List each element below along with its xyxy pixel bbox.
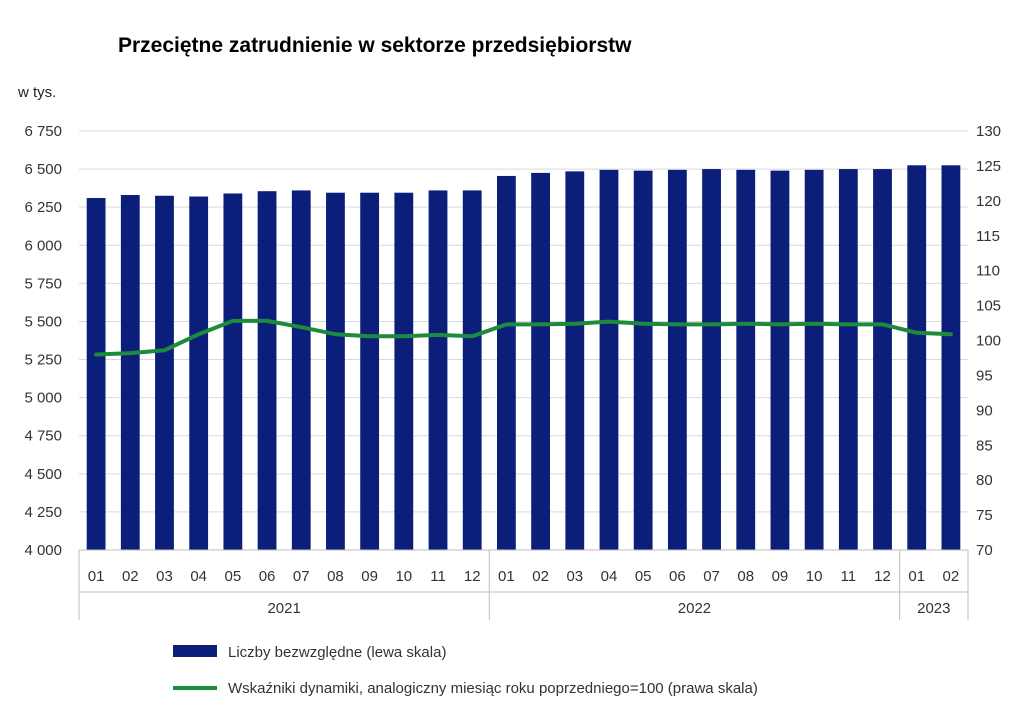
x-tick-label: 03 — [156, 568, 173, 585]
x-tick-label: 11 — [430, 568, 446, 585]
bar — [736, 169, 756, 550]
x-tick-label: 04 — [601, 568, 618, 585]
x-tick-label: 09 — [772, 568, 789, 585]
x-tick-label: 05 — [225, 568, 242, 585]
bar — [565, 171, 585, 551]
x-tick-label: 12 — [464, 568, 481, 585]
x-tick-label: 07 — [703, 568, 720, 585]
bar — [428, 190, 448, 550]
bar — [497, 175, 516, 550]
bar — [462, 190, 482, 550]
left-tick-label: 5 000 — [24, 390, 62, 407]
x-tick-label: 01 — [908, 568, 925, 585]
bar — [702, 169, 721, 550]
legend-bar-swatch — [173, 645, 217, 657]
left-tick-label: 6 250 — [24, 199, 62, 216]
left-tick-label: 5 750 — [24, 275, 62, 292]
bar — [599, 169, 619, 550]
left-tick-label: 6 000 — [24, 237, 62, 254]
x-group-label: 2023 — [917, 600, 950, 617]
series-line — [94, 318, 953, 357]
x-tick-label: 02 — [122, 568, 139, 585]
bar — [667, 169, 687, 550]
bar — [531, 172, 550, 550]
x-tick-label: 01 — [498, 568, 515, 585]
chart-title: Przeciętne zatrudnienie w sektorze przed… — [118, 34, 632, 57]
left-tick-label: 4 000 — [24, 542, 62, 559]
bar — [291, 190, 311, 550]
x-tick-label: 07 — [293, 568, 310, 585]
legend-line-label: Wskaźniki dynamiki, analogiczny miesiąc … — [228, 680, 758, 697]
left-tick-label: 4 500 — [24, 466, 62, 483]
bar — [360, 192, 380, 550]
left-axis-unit: w tys. — [17, 84, 56, 101]
bar — [86, 198, 106, 551]
line-series — [94, 318, 953, 357]
left-axis: 4 000 4 250 4 500 4 750 5 000 5 250 5 500 5 750… — [24, 123, 62, 559]
bar — [326, 192, 345, 550]
bar — [838, 169, 858, 550]
left-tick-label: 4 250 — [24, 504, 62, 521]
bar — [394, 192, 414, 550]
bar — [223, 193, 243, 550]
right-tick-label: 110 — [976, 263, 1000, 280]
bar — [804, 169, 824, 550]
right-tick-label: 85 — [976, 437, 993, 454]
right-tick-label: 130 — [976, 123, 1001, 140]
right-tick-label: 80 — [976, 472, 993, 489]
right-tick-label: 70 — [976, 542, 993, 559]
x-group-label: 2022 — [678, 600, 711, 617]
x-group-label: 2021 — [267, 600, 300, 617]
x-tick-label: 06 — [259, 568, 276, 585]
x-tick-label: 10 — [395, 568, 412, 585]
bar — [257, 191, 277, 550]
x-tick-label: 08 — [327, 568, 344, 585]
right-tick-label: 100 — [976, 333, 1001, 350]
right-tick-label: 120 — [976, 193, 1001, 210]
x-tick-label: 11 — [841, 568, 857, 585]
bar — [907, 165, 927, 551]
x-tick-label: 05 — [635, 568, 652, 585]
left-tick-label: 5 500 — [24, 313, 62, 330]
bar — [770, 170, 790, 550]
right-tick-label: 90 — [976, 402, 993, 419]
left-tick-label: 6 500 — [24, 161, 62, 178]
bar-series — [86, 165, 961, 551]
right-tick-label: 105 — [976, 298, 1001, 315]
right-tick-label: 115 — [976, 228, 1000, 245]
x-tick-label: 08 — [737, 568, 754, 585]
bar — [873, 169, 892, 550]
x-tick-label: 02 — [943, 568, 960, 585]
x-tick-label: 01 — [88, 568, 105, 585]
legend: Liczby bezwzględne (lewa skala) Wskaźnik… — [173, 644, 758, 697]
x-tick-label: 12 — [874, 568, 891, 585]
x-tick-label: 10 — [806, 568, 823, 585]
gridlines — [79, 130, 968, 551]
legend-bar-label: Liczby bezwzględne (lewa skala) — [228, 644, 446, 661]
x-tick-label: 09 — [361, 568, 378, 585]
x-tick-label: 04 — [190, 568, 207, 585]
x-axis: 01 02 03 04 05 06 07 08 09 10 11 12 01 02 03 04 05 06 07 08… — [78, 549, 969, 620]
left-tick-label: 4 750 — [24, 428, 62, 445]
left-tick-label: 6 750 — [24, 123, 62, 140]
x-tick-label: 03 — [566, 568, 583, 585]
right-axis: 70 75 80 85 90 95 100 105 110 115 120 125 130 — [976, 123, 1001, 559]
bar — [189, 196, 209, 550]
right-tick-label: 125 — [976, 158, 1001, 175]
left-tick-label: 5 250 — [24, 352, 62, 369]
right-tick-label: 75 — [976, 507, 993, 524]
bar — [155, 195, 174, 550]
x-tick-label: 02 — [532, 568, 549, 585]
bar — [941, 165, 961, 551]
right-tick-label: 95 — [976, 367, 993, 384]
bar — [120, 194, 140, 550]
x-tick-label: 06 — [669, 568, 686, 585]
bar — [633, 170, 653, 550]
